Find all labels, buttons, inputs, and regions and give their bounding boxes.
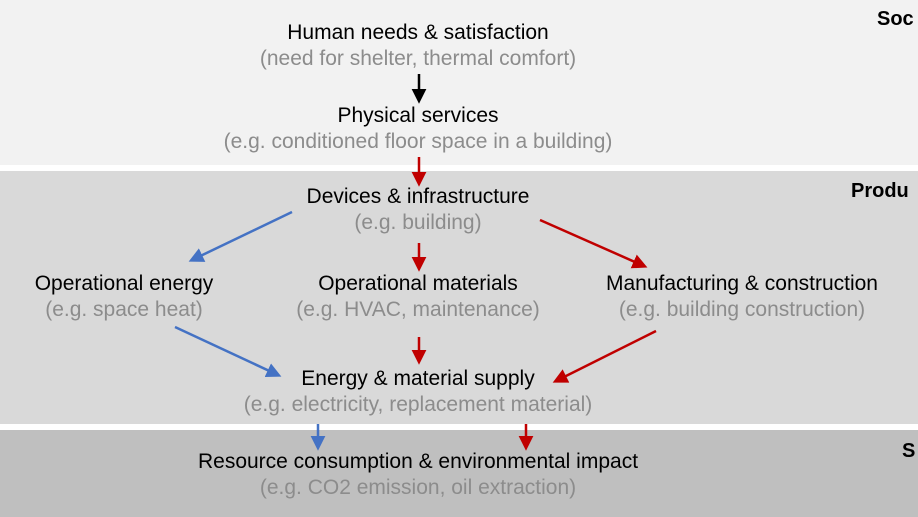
node-example: (e.g. building) [354, 211, 482, 234]
node-example: (e.g. electricity, replacement material) [243, 393, 593, 416]
node-example: (e.g. conditioned floor space in a build… [223, 130, 613, 153]
node-example: (need for shelter, thermal comfort) [259, 47, 577, 70]
node-title: Operational materials [318, 272, 518, 295]
node-physical-services: Physical services (e.g. conditioned floo… [224, 103, 613, 155]
node-title: Physical services [337, 104, 499, 127]
supply-band-label: S [902, 440, 916, 462]
node-energy-material-supply: Energy & material supply (e.g. electrici… [244, 366, 593, 418]
node-operational-materials: Operational materials (e.g. HVAC, mainte… [296, 271, 540, 323]
production-band-label: Produ [851, 180, 909, 202]
production-band [0, 171, 918, 424]
node-devices-infrastructure: Devices & infrastructure (e.g. building) [307, 184, 530, 236]
node-manufacturing-construction: Manufacturing & construction (e.g. build… [606, 271, 878, 323]
society-band-label: Soc [877, 8, 914, 30]
node-title: Energy & material supply [301, 367, 535, 390]
node-resource-consumption: Resource consumption & environmental imp… [198, 449, 638, 501]
node-example: (e.g. space heat) [45, 298, 203, 321]
node-title: Devices & infrastructure [306, 185, 530, 208]
node-human-needs: Human needs & satisfaction (need for she… [260, 20, 576, 72]
node-title: Human needs & satisfaction [287, 21, 549, 44]
node-example: (e.g. CO2 emission, oil extraction) [259, 476, 577, 499]
node-title: Operational energy [34, 272, 214, 295]
node-title: Resource consumption & environmental imp… [197, 450, 639, 473]
node-example: (e.g. HVAC, maintenance) [296, 298, 540, 321]
society-band [0, 0, 918, 165]
supply-band [0, 430, 918, 517]
node-operational-energy: Operational energy (e.g. space heat) [35, 271, 214, 323]
node-title: Manufacturing & construction [606, 272, 878, 295]
node-example: (e.g. building construction) [618, 298, 866, 321]
